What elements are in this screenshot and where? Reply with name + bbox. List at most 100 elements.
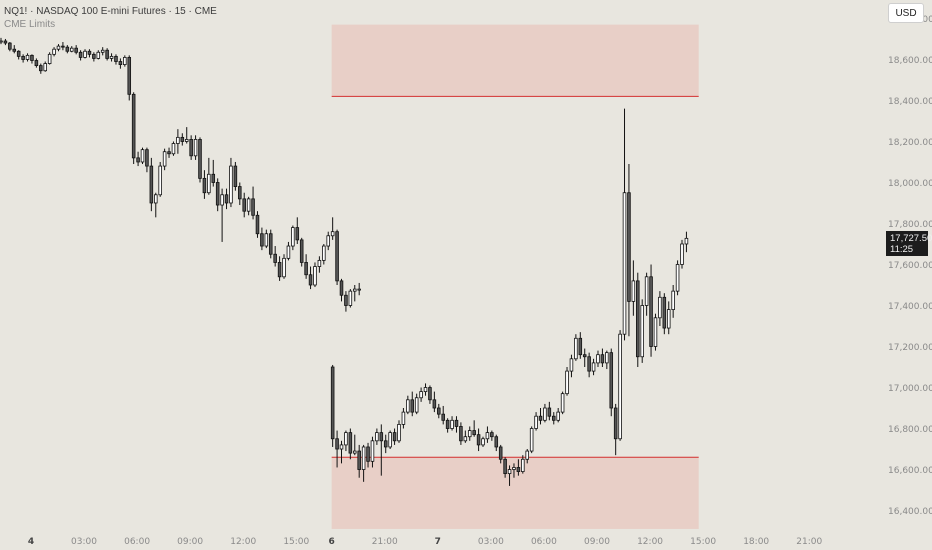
price-axis[interactable]: 16,400.00 16,600.00 16,800.00 17,000.00 17,2… [888,15,932,517]
candle [43,61,47,72]
candle-body [114,55,118,62]
candle [565,367,569,396]
candle-body [383,440,388,448]
time-tick-label: 4 [28,537,34,547]
candle-body [684,237,689,245]
candle [335,430,339,468]
candle [666,301,671,335]
candle-body [127,57,132,95]
candle [255,211,260,238]
candle-body [414,397,419,413]
candle-body [410,399,415,413]
candle [357,444,361,478]
candle [631,260,636,316]
candle [454,416,459,433]
currency-button[interactable]: USD [888,3,924,23]
candle [268,229,273,259]
candle-body [666,309,671,329]
candle [114,54,118,65]
candle-body [145,149,149,167]
candle [83,49,87,59]
candle-body [78,51,83,58]
candle [61,42,65,51]
candle [330,364,335,447]
last-price-label: 17,727.50 11:25 [886,231,932,256]
candle [397,420,401,443]
candle [671,284,675,318]
price-tick-label: 17,200.00 [888,343,932,353]
candle [543,403,547,423]
candle [653,313,658,351]
candle-body [109,55,114,59]
candle-body [419,391,423,399]
candle-body [574,337,578,360]
candle [220,188,224,242]
candle [410,391,415,417]
candle [158,161,162,197]
candle-body [618,333,622,440]
candle [445,418,450,433]
candle [273,246,277,267]
candle [591,358,596,376]
candle-body [246,198,251,212]
candle-body [202,177,207,194]
symbol-title[interactable]: NQ1! · NASDAQ 100 E-mini Futures · 15 · … [4,6,217,17]
candle [370,436,375,468]
candle [401,408,406,429]
time-tick-label: 03:00 [71,537,97,547]
candle-body [3,40,8,44]
candle [472,420,476,437]
candle [392,428,397,445]
time-tick-label: 06:00 [531,537,557,547]
candle [640,299,644,363]
candle [207,157,211,195]
candle-body [675,264,680,292]
price-tick-label: 16,600.00 [888,466,932,476]
candle-body [215,182,220,206]
candle [47,52,52,65]
candle [352,434,357,456]
candle-body [171,143,176,155]
candle-body [551,415,556,421]
candle [246,196,251,216]
price-tick-label: 17,000.00 [888,384,932,394]
candle [578,332,583,359]
indicator-label[interactable]: CME Limits [4,19,56,30]
candle [330,217,335,240]
candle-body [149,165,154,204]
candle-body [401,411,406,425]
candle [662,293,667,335]
candle [361,444,366,482]
candle [649,264,653,357]
candle-body [211,173,216,183]
candle [313,262,317,288]
candle-body [587,356,591,372]
candle-body [21,55,25,60]
candle [96,50,101,60]
candle-body [291,227,295,247]
candle-body [167,151,171,155]
candle [600,348,605,368]
candle [131,92,136,165]
candle [366,442,370,468]
candle [379,424,384,476]
candle-body [198,139,202,179]
candle [233,161,238,191]
candle [317,256,322,273]
candle [569,354,574,378]
candle-body [463,436,468,442]
candle-body [507,469,512,475]
candle [644,272,649,316]
candle [145,147,149,173]
candle [618,330,622,441]
candle [375,428,379,445]
candle-body [339,280,344,296]
time-axis[interactable]: 4 03:00 06:00 09:00 12:00 15:00 6 21:00 7 03:00 06… [28,537,823,547]
candle [211,159,216,187]
candle-body [260,233,264,247]
candle-body [370,440,375,462]
candle [556,408,560,423]
candle-body [184,139,189,142]
time-tick-label: 6 [329,537,335,547]
